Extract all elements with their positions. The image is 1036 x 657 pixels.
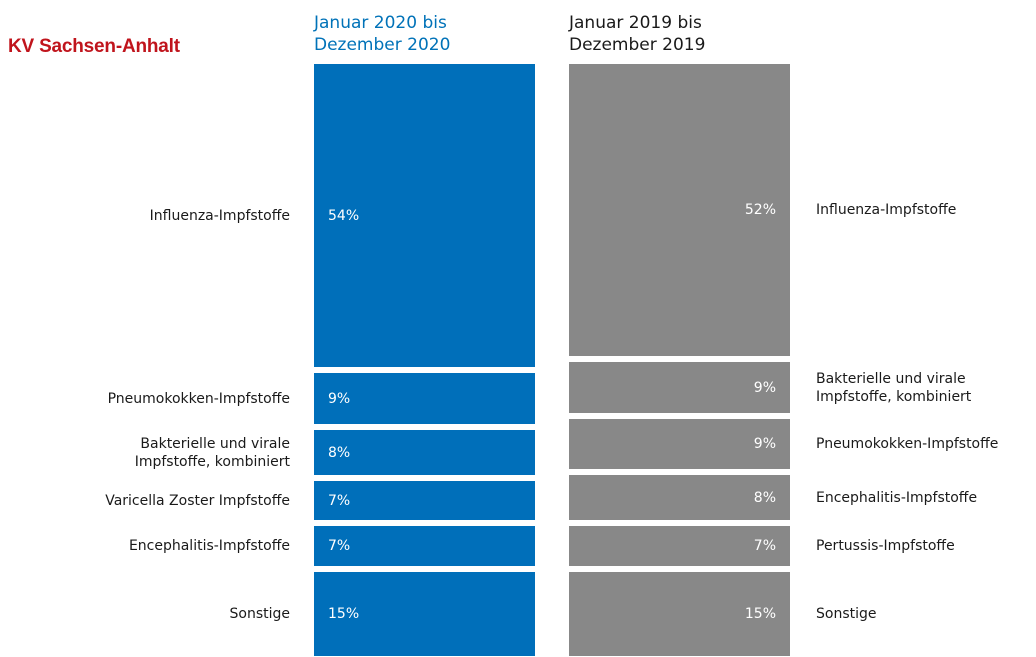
data-label-2019: 9% (753, 436, 776, 453)
category-label-line: Impfstoffe, kombiniert (816, 388, 972, 405)
category-label-2020: Varicella Zoster Impfstoffe (105, 492, 290, 510)
category-label-2019: Influenza-Impfstoffe (816, 201, 956, 219)
category-label-line: Influenza-Impfstoffe (149, 207, 290, 224)
data-label-2020: 7% (328, 492, 351, 509)
category-label-2020: Bakterielle und virale Impfstoffe, kombin… (135, 435, 290, 471)
category-label-2019: Bakterielle und virale Impfstoffe, kombin… (816, 370, 971, 406)
data-label-2019: 9% (753, 379, 776, 396)
bar-segment-2019 (569, 362, 790, 413)
bar-segment-2019 (569, 526, 790, 566)
bar-segment-2020 (314, 481, 535, 521)
category-label-2019: Sonstige (816, 605, 877, 623)
category-label-line: Encephalitis-Impfstoffe (816, 489, 978, 506)
category-label-line: Impfstoffe, kombiniert (134, 453, 290, 470)
bar-segment-2019 (569, 418, 790, 470)
category-label-line: Pneumokokken-Impfstoffe (107, 390, 290, 407)
bar-segment-2020 (314, 526, 535, 566)
column-header-2019-line-2: Dezember 2019 (569, 35, 706, 55)
bar-segment-2019 (569, 475, 790, 521)
bar-segment-2020 (314, 430, 535, 475)
data-label-2019: 52% (744, 202, 776, 219)
column-header-2020: Januar 2020 bis Dezember 2020 (314, 12, 450, 56)
category-label-line: Encephalitis-Impfstoffe (128, 538, 290, 555)
data-label-2020: 54% (328, 207, 360, 224)
category-label-2020: Influenza-Impfstoffe (150, 207, 290, 225)
data-label-2020: 8% (328, 444, 351, 461)
bar-segment-2020 (314, 373, 535, 425)
category-label-line: Bakterielle und virale (140, 435, 290, 452)
category-label-line: Influenza-Impfstoffe (816, 202, 957, 219)
category-label-2019: Pertussis-Impfstoffe (816, 537, 955, 555)
category-label-line: Varicella Zoster Impfstoffe (105, 492, 290, 509)
category-label-2019: Encephalitis-Impfstoffe (816, 489, 977, 507)
bar-segment-2020 (314, 64, 535, 368)
data-label-2019: 15% (744, 605, 776, 622)
category-label-line: Sonstige (229, 605, 291, 622)
category-label-2020: Encephalitis-Impfstoffe (129, 537, 290, 555)
data-label-2020: 7% (328, 538, 351, 555)
data-label-2019: 8% (753, 489, 776, 506)
brand-title: KV Sachsen-Anhalt (8, 36, 180, 57)
bar-segment-2020 (314, 571, 535, 656)
category-label-line: Pneumokokken-Impfstoffe (816, 436, 999, 453)
column-header-2020-line-1: Januar 2020 bis (314, 13, 447, 33)
category-label-line: Bakterielle und virale (816, 370, 966, 387)
data-label-2020: 9% (328, 390, 351, 407)
data-label-2020: 15% (328, 605, 360, 622)
column-header-2020-line-2: Dezember 2020 (314, 35, 451, 55)
category-label-line: Pertussis-Impfstoffe (816, 538, 955, 555)
category-label-line: Sonstige (816, 605, 877, 622)
column-header-2019-line-1: Januar 2019 bis (569, 13, 702, 33)
data-label-2019: 7% (753, 538, 776, 555)
bar-segment-2019 (569, 571, 790, 656)
category-label-2020: Sonstige (230, 605, 291, 623)
category-label-2020: Pneumokokken-Impfstoffe (108, 390, 290, 408)
category-label-2019: Pneumokokken-Impfstoffe (816, 435, 998, 453)
bar-segment-2019 (569, 64, 790, 357)
column-header-2019: Januar 2019 bis Dezember 2019 (569, 12, 705, 56)
